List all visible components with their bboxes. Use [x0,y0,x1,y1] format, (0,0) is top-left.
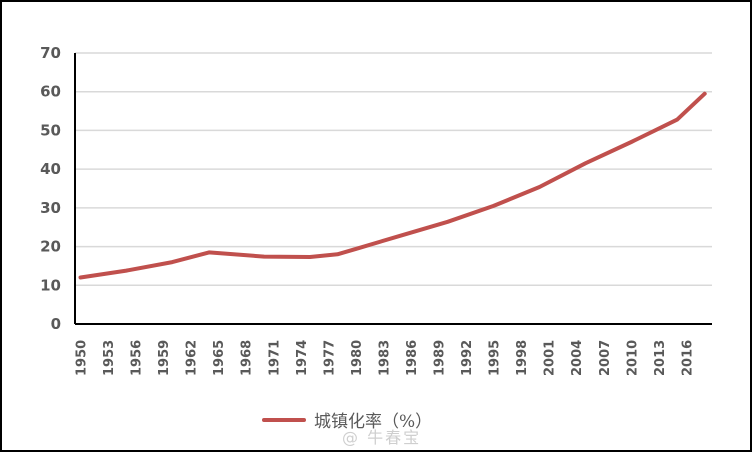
x-tick-label: 1977 [322,340,337,376]
x-tick-label: 2016 [680,340,695,376]
x-tick-label: 1992 [460,340,475,376]
y-tick-label: 0 [51,315,61,333]
x-tick-label: 2010 [625,340,640,376]
x-tick-label: 1956 [130,340,145,376]
y-tick-label: 60 [40,83,61,101]
x-tick-label: 1986 [405,340,420,376]
x-tick-label: 1968 [240,340,255,376]
x-tick-label: 2001 [543,340,558,376]
x-tick-label: 1953 [102,340,117,376]
y-tick-label: 40 [40,160,61,178]
x-tick-label: 1962 [185,340,200,376]
x-tick-label: 1971 [267,340,282,376]
y-tick-label: 10 [40,276,61,294]
urbanization-rate-line [78,91,707,280]
y-axis-ticks: 0 10 20 30 40 50 60 70 [40,44,61,333]
x-tick-label: 1998 [515,340,530,376]
y-tick-label: 50 [40,121,61,139]
y-tick-label: 30 [40,199,61,217]
legend-label: 城镇化率（%） [314,412,433,432]
x-tick-label: 2004 [570,340,585,376]
x-tick-label: 1965 [212,340,227,376]
x-tick-label: 1974 [295,340,310,376]
x-tick-label: 1995 [488,340,503,376]
x-tick-label: 1983 [377,340,392,376]
x-tick-label: 1950 [75,340,90,376]
y-tick-label: 20 [40,238,61,256]
x-tick-label: 1959 [157,340,172,376]
legend-line-swatch [262,417,306,422]
legend: 城镇化率（%） [262,407,432,432]
x-axis-ticks: 1950 1953 1956 1959 1962 1965 1968 1971 1974 1977… [75,340,696,376]
y-tick-label: 70 [40,44,61,62]
x-tick-label: 1989 [433,340,448,376]
x-tick-label: 2007 [598,340,613,376]
x-tick-label: 2013 [653,340,668,376]
x-tick-label: 1980 [350,340,365,376]
gridlines [75,52,712,287]
watermark: @ 牛春宝 [342,428,422,447]
